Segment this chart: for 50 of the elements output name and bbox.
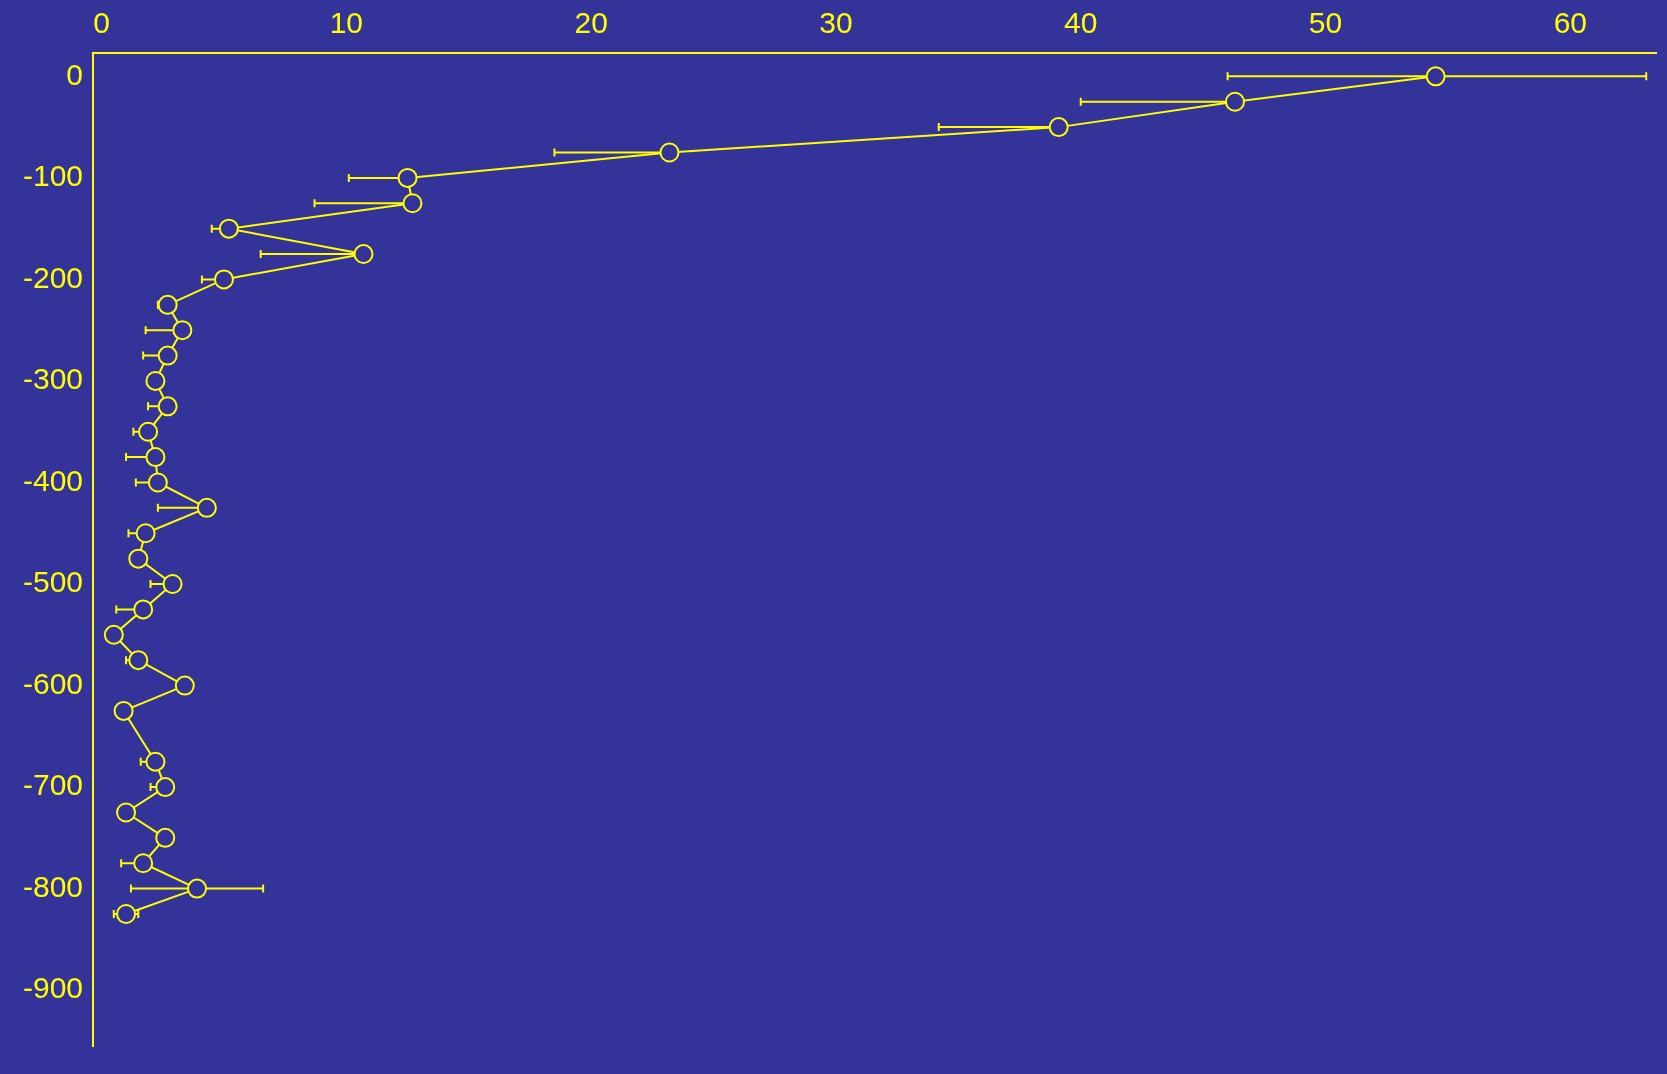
point bbox=[133, 853, 154, 874]
point bbox=[157, 294, 178, 315]
x-tick-label: 10 bbox=[329, 6, 364, 40]
point bbox=[145, 447, 166, 468]
point bbox=[397, 167, 418, 188]
y-tick-label: -200 bbox=[22, 260, 83, 294]
point bbox=[145, 751, 166, 772]
point bbox=[162, 574, 183, 595]
x-tick-label: 60 bbox=[1553, 6, 1588, 40]
point bbox=[353, 244, 374, 265]
point bbox=[1425, 66, 1446, 87]
y-tick-label: -700 bbox=[22, 768, 83, 802]
point bbox=[213, 269, 234, 290]
point bbox=[187, 878, 208, 899]
point bbox=[174, 675, 195, 696]
point bbox=[172, 320, 193, 341]
point bbox=[145, 370, 166, 391]
point bbox=[116, 802, 137, 823]
point bbox=[113, 700, 134, 721]
point bbox=[128, 548, 149, 569]
point bbox=[155, 827, 176, 848]
y-tick-label: -600 bbox=[22, 666, 83, 700]
y-tick-label: -500 bbox=[22, 565, 83, 599]
point bbox=[155, 777, 176, 798]
point bbox=[116, 904, 137, 925]
point bbox=[147, 472, 168, 493]
y-tick-label: -800 bbox=[22, 869, 83, 903]
point bbox=[138, 421, 159, 442]
y-tick-label: -100 bbox=[22, 159, 83, 193]
point bbox=[218, 218, 239, 239]
point bbox=[1048, 117, 1069, 138]
point bbox=[659, 142, 680, 163]
x-tick-label: 20 bbox=[574, 6, 608, 40]
point bbox=[103, 624, 124, 645]
point bbox=[1224, 91, 1245, 112]
point bbox=[402, 193, 423, 214]
x-tick-label: 50 bbox=[1308, 6, 1343, 40]
y-tick-label: -900 bbox=[22, 971, 83, 1005]
point bbox=[133, 599, 154, 620]
y-tick-label: -300 bbox=[22, 362, 83, 396]
point bbox=[196, 497, 217, 518]
x-tick-label: 0 bbox=[93, 6, 110, 40]
y-tick-label: 0 bbox=[66, 57, 83, 91]
point bbox=[157, 396, 178, 417]
point bbox=[157, 345, 178, 366]
point bbox=[135, 523, 156, 544]
x-tick-label: 30 bbox=[819, 6, 853, 40]
point bbox=[128, 650, 149, 671]
y-tick-label: -400 bbox=[22, 463, 83, 497]
x-tick-label: 40 bbox=[1064, 6, 1098, 40]
